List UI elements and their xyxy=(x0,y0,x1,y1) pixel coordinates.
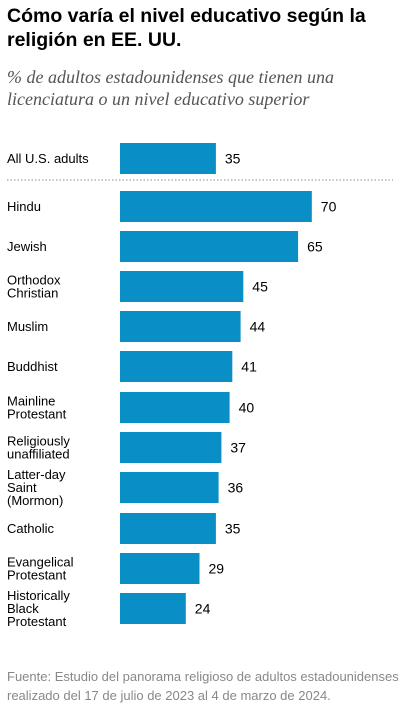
value-label: 36 xyxy=(228,480,244,496)
bar-chart: 35 All U.S. adults 70 Hindu 65 Jewish 45 Orthod… xyxy=(7,143,393,629)
category-label: Hindu xyxy=(7,199,41,214)
category-label: Religiously unaffiliated xyxy=(7,434,70,462)
value-label: 35 xyxy=(225,151,241,167)
category-label: Jewish xyxy=(7,239,47,254)
bar xyxy=(120,143,216,174)
bar xyxy=(120,472,219,503)
category-label: Historically Black Protestant xyxy=(7,588,70,629)
bar xyxy=(120,513,216,544)
category-label: Evangelical Protestant xyxy=(7,555,74,583)
bar xyxy=(120,231,299,262)
bar xyxy=(120,191,312,222)
value-label: 40 xyxy=(239,400,255,416)
chart-subtitle: % de adultos estadounidenses que tienen … xyxy=(7,67,334,109)
category-label: Muslim xyxy=(7,319,48,334)
value-label: 65 xyxy=(307,239,323,255)
category-label: All U.S. adults xyxy=(7,151,89,166)
bar xyxy=(120,311,241,342)
value-label: 44 xyxy=(250,319,266,335)
chart-title: Cómo varía el nivel educativo según la r… xyxy=(7,5,366,51)
category-label: Buddhist xyxy=(7,359,58,374)
value-label: 70 xyxy=(321,199,337,215)
bar xyxy=(120,271,244,302)
source-note: Fuente: Estudio del panorama religioso d… xyxy=(7,669,399,703)
value-label: 29 xyxy=(209,561,225,577)
bar xyxy=(120,432,222,463)
category-label: Mainline Protestant xyxy=(7,394,67,422)
value-label: 24 xyxy=(195,601,211,617)
category-label: Latter-day Saint (Mormon) xyxy=(7,467,66,508)
value-label: 37 xyxy=(230,440,246,456)
bar xyxy=(120,351,233,382)
category-label: Orthodox Christian xyxy=(7,273,61,301)
value-label: 41 xyxy=(241,359,257,375)
value-label: 35 xyxy=(225,521,241,537)
bar xyxy=(120,593,186,624)
bar xyxy=(120,553,200,584)
category-label: Catholic xyxy=(7,521,54,536)
value-label: 45 xyxy=(252,279,268,295)
bar xyxy=(120,392,230,423)
